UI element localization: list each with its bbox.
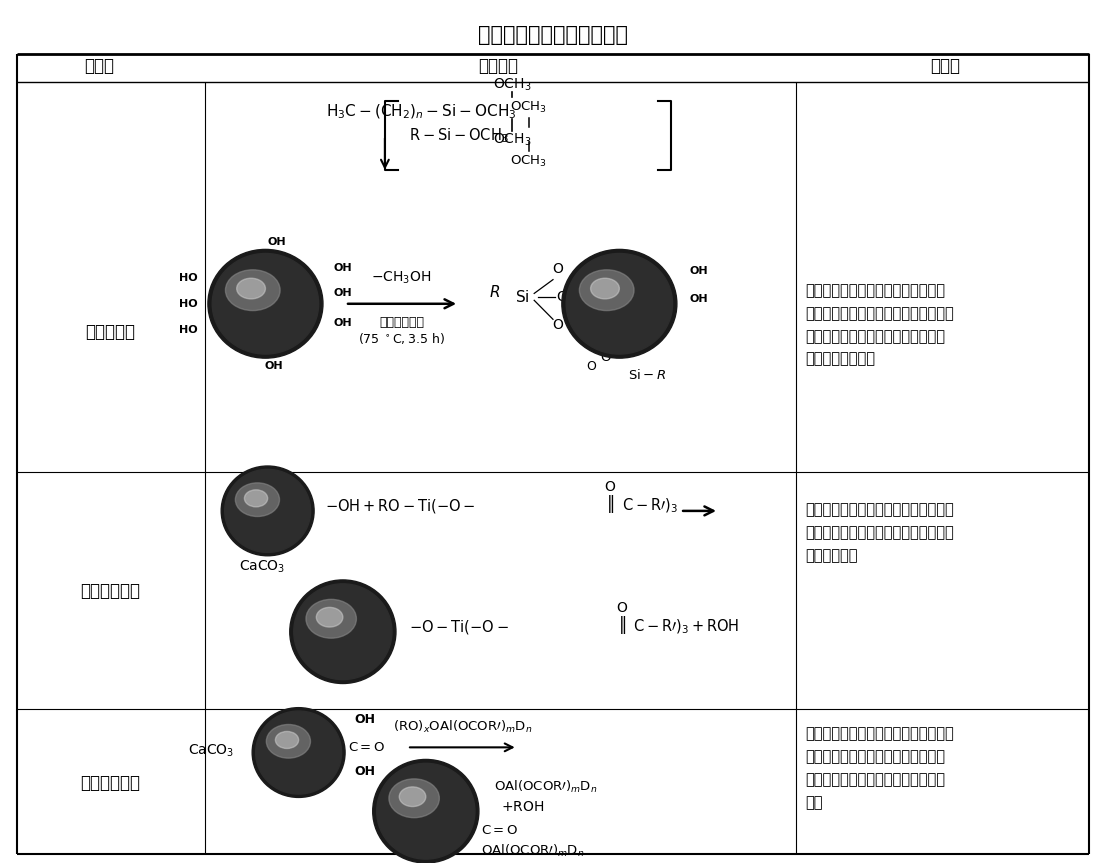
Text: $\mathrm{O}$: $\mathrm{O}$ xyxy=(605,480,616,494)
Ellipse shape xyxy=(267,725,311,758)
Text: $\mathrm{-O-Ti(-O-}$: $\mathrm{-O-Ti(-O-}$ xyxy=(409,618,509,635)
Ellipse shape xyxy=(237,278,265,299)
Ellipse shape xyxy=(225,469,311,552)
Text: OH: OH xyxy=(334,288,352,299)
Ellipse shape xyxy=(389,778,439,818)
Text: OH: OH xyxy=(334,318,352,328)
Ellipse shape xyxy=(580,270,634,311)
Ellipse shape xyxy=(562,249,677,358)
Text: 改性机理: 改性机理 xyxy=(478,58,518,75)
Text: 被广泛应用于无机粉体的表面包覆改
性；但是羟基过少，在碳酸钓表面结合
较差，一般在与其含有相似基团时才
会使用，如：树脂: 被广泛应用于无机粉体的表面包覆改 性；但是羟基过少，在碳酸钓表面结合 较差，一般… xyxy=(805,283,953,367)
Ellipse shape xyxy=(306,599,356,639)
Text: OH: OH xyxy=(354,713,375,727)
Ellipse shape xyxy=(236,483,280,516)
Text: $\mathrm{O}$: $\mathrm{O}$ xyxy=(553,318,564,332)
Ellipse shape xyxy=(316,608,343,627)
Text: $\mathrm{(RO)_{\mathit{x}}OAl(OCOR\prime)_{\mathit{m}}D_{\mathit{n}}}$: $\mathrm{(RO)_{\mathit{x}}OAl(OCOR\prime… xyxy=(393,719,532,734)
Text: $\|$: $\|$ xyxy=(617,614,626,636)
Text: $\mathrm{CaCO_3}$: $\mathrm{CaCO_3}$ xyxy=(239,558,285,576)
Ellipse shape xyxy=(212,254,319,354)
Text: HO: HO xyxy=(179,299,197,309)
Text: $\mathrm{OCH_3}$: $\mathrm{OCH_3}$ xyxy=(510,154,547,169)
Text: $\mathrm{OAl(OCOR\prime)_{\mathit{m}}D_{\mathit{n}}}$: $\mathrm{OAl(OCOR\prime)_{\mathit{m}}D_{… xyxy=(494,779,598,795)
Ellipse shape xyxy=(294,583,392,680)
Ellipse shape xyxy=(566,254,672,354)
Text: 铝酸酯偶联剂: 铝酸酯偶联剂 xyxy=(81,774,140,791)
Text: $\mathrm{-OH+RO-Ti(-O-}$: $\mathrm{-OH+RO-Ti(-O-}$ xyxy=(325,497,476,514)
Ellipse shape xyxy=(226,270,280,311)
Text: OH: OH xyxy=(690,266,708,276)
Text: 能增强纳米碳酸钓的流动性、分散性；
但价格较高，对人体有害，改性后会使
产品白度下降: 能增强纳米碳酸钓的流动性、分散性； 但价格较高，对人体有害，改性后会使 产品白度… xyxy=(805,502,953,563)
Text: $\mathrm{Si-\mathit{R}}$: $\mathrm{Si-\mathit{R}}$ xyxy=(628,368,667,381)
Ellipse shape xyxy=(208,249,323,358)
Text: $\|$: $\|$ xyxy=(606,493,615,515)
Text: $\mathrm{C{=}O}$: $\mathrm{C{=}O}$ xyxy=(481,823,519,837)
Text: 乙酸乙酯溶液: 乙酸乙酯溶液 xyxy=(379,316,424,330)
Ellipse shape xyxy=(290,580,396,683)
Text: 鈢酸酯偶联剂: 鈢酸酯偶联剂 xyxy=(81,583,140,600)
Text: $\mathrm{C-R\prime)_3}$: $\mathrm{C-R\prime)_3}$ xyxy=(622,496,677,515)
Text: $\mathrm{O}$: $\mathrm{O}$ xyxy=(616,601,627,614)
Ellipse shape xyxy=(275,732,299,748)
Ellipse shape xyxy=(244,490,268,507)
Text: OH: OH xyxy=(354,765,375,778)
Text: 确烷偶联剂: 确烷偶联剂 xyxy=(85,324,136,341)
Ellipse shape xyxy=(591,278,619,299)
Text: 偶联剂: 偶联剂 xyxy=(84,58,115,75)
Text: OH: OH xyxy=(268,236,285,247)
Text: OH: OH xyxy=(334,262,352,273)
Text: $\mathrm{OCH_3}$: $\mathrm{OCH_3}$ xyxy=(493,76,531,93)
Text: $\mathrm{H_3C-(CH_2)_{\mathit{n}}-Si-OCH_3}$: $\mathrm{H_3C-(CH_2)_{\mathit{n}}-Si-OCH… xyxy=(326,103,517,122)
Text: 热稳定性好、无毒性、价格低廉，改性
后会使吸水率和吸油値降低，而且分
散性好，白度基本保持不变，但是易
水解: 热稳定性好、无毒性、价格低廉，改性 后会使吸水率和吸油値降低，而且分 散性好，白… xyxy=(805,727,953,810)
Text: $\mathrm{CaCO_3}$: $\mathrm{CaCO_3}$ xyxy=(188,742,234,759)
Text: $\mathrm{C-R\prime)_3+ROH}$: $\mathrm{C-R\prime)_3+ROH}$ xyxy=(633,617,739,636)
Ellipse shape xyxy=(221,466,314,556)
Text: OH: OH xyxy=(690,294,708,305)
Text: $\mathrm{O}$: $\mathrm{O}$ xyxy=(601,350,612,364)
Text: $\mathrm{C{=}O}$: $\mathrm{C{=}O}$ xyxy=(348,740,386,754)
Ellipse shape xyxy=(377,763,474,860)
Text: OH: OH xyxy=(265,361,283,371)
Text: 优缺点: 优缺点 xyxy=(930,58,961,75)
Text: $\mathrm{-CH_3OH}$: $\mathrm{-CH_3OH}$ xyxy=(372,269,431,287)
Text: $\mathit{R}$: $\mathit{R}$ xyxy=(489,284,500,299)
Text: $\mathrm{R-Si-OCH_3}$: $\mathrm{R-Si-OCH_3}$ xyxy=(409,126,509,145)
Text: $\mathrm{O}$: $\mathrm{O}$ xyxy=(586,360,597,374)
Ellipse shape xyxy=(255,711,342,794)
Text: 偶联剂的改性机理及优缺点: 偶联剂的改性机理及优缺点 xyxy=(478,24,628,45)
Ellipse shape xyxy=(399,787,426,807)
Text: $\mathrm{Si}$: $\mathrm{Si}$ xyxy=(514,289,530,305)
Text: HO: HO xyxy=(179,324,197,335)
Text: $\mathrm{+ROH}$: $\mathrm{+ROH}$ xyxy=(501,800,544,814)
Text: $\mathrm{O}$: $\mathrm{O}$ xyxy=(553,262,564,276)
Text: $\mathrm{OAl(OCOR\prime)_{\mathit{m}}D_{\mathit{n}}}$: $\mathrm{OAl(OCOR\prime)_{\mathit{m}}D_{… xyxy=(481,843,585,859)
Ellipse shape xyxy=(252,708,345,797)
Text: $\mathrm{OCH_3}$: $\mathrm{OCH_3}$ xyxy=(510,100,547,116)
Ellipse shape xyxy=(373,759,479,863)
Text: $\mathrm{OCH_3}$: $\mathrm{OCH_3}$ xyxy=(493,131,531,148)
Text: $(75\ ^\circ\mathrm{C},3.5\ \mathrm{h})$: $(75\ ^\circ\mathrm{C},3.5\ \mathrm{h})$ xyxy=(358,331,445,346)
Text: $\mathrm{O}$: $\mathrm{O}$ xyxy=(556,290,567,304)
Text: HO: HO xyxy=(179,273,197,283)
